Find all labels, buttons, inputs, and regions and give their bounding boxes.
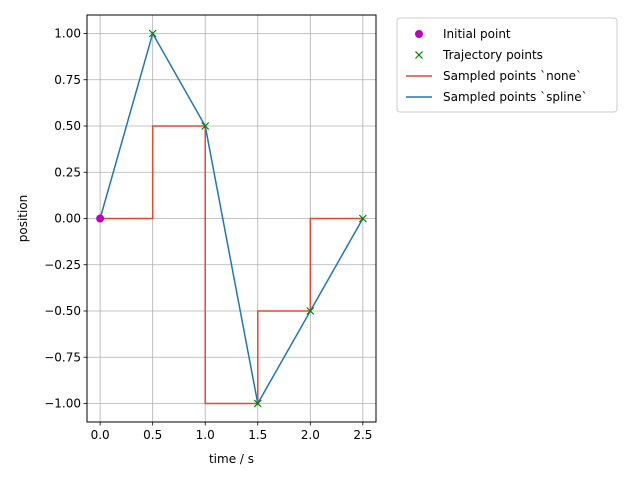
y-tick-label: 0.25: [54, 165, 81, 179]
trajectory-point-marker: [253, 399, 262, 408]
trajectory-point-marker: [148, 29, 157, 38]
legend-label: Sampled points `spline`: [443, 90, 588, 104]
x-tick-label: 1.0: [196, 428, 215, 442]
y-tick-label: 0.75: [54, 73, 81, 87]
x-tick-label: 0.0: [91, 428, 110, 442]
legend-label: Sampled points `none`: [443, 69, 582, 83]
initial-point-marker: [96, 214, 105, 223]
legend-box: [396, 17, 618, 113]
y-tick-label: −0.50: [44, 304, 81, 318]
y-axis-label: position: [16, 195, 30, 243]
trajectory-point-marker: [358, 214, 367, 223]
y-tick-label: 1.00: [54, 27, 81, 41]
legend-label: Trajectory points: [442, 48, 543, 62]
x-tick-label: 0.5: [143, 428, 162, 442]
axis-ticks: 0.0 0.5 1.0 1.5 2.0 2.5 1.00 0.75 0.50 0.25 0.00 −0…: [44, 27, 372, 443]
x-tick-label: 2.0: [301, 428, 320, 442]
x-tick-label: 1.5: [248, 428, 267, 442]
y-tick-label: −1.00: [44, 397, 81, 411]
trajectory-point-marker: [201, 122, 210, 130]
trajectory-point-marker: [306, 307, 315, 315]
y-tick-label: −0.75: [44, 350, 81, 364]
series-line: [99, 31, 364, 406]
legend: Initial point Trajectory points Sampled po…: [396, 17, 618, 113]
x-axis-label: time / s: [209, 452, 254, 466]
y-tick-label: 0.00: [54, 212, 81, 226]
plot-series: [96, 29, 367, 408]
y-tick-label: −0.25: [44, 258, 81, 272]
y-tick-label: 0.50: [54, 119, 81, 133]
series-line: [100, 125, 363, 405]
legend-handle: [415, 30, 423, 38]
legend-handle: [415, 51, 423, 59]
x-tick-label: 2.5: [353, 428, 372, 442]
legend-label: Initial point: [443, 27, 511, 41]
